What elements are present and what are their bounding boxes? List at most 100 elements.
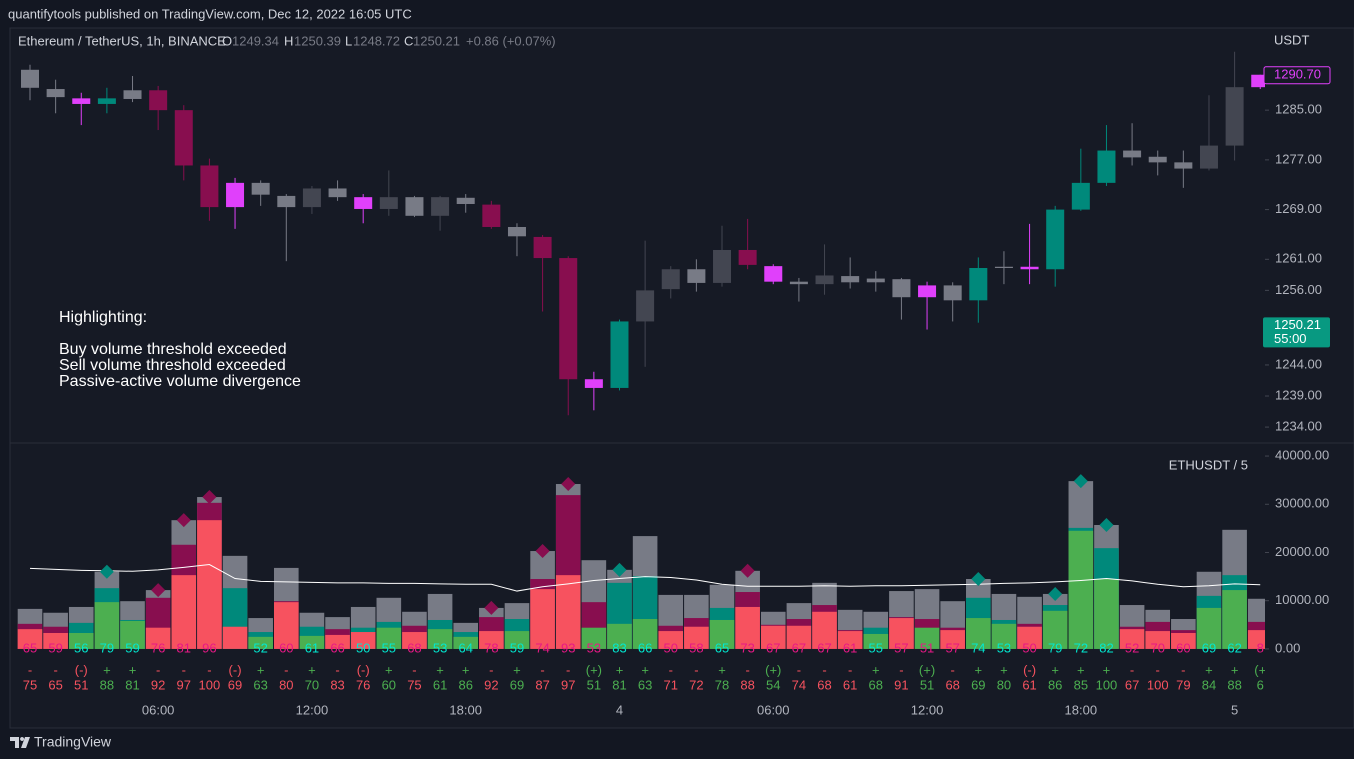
candle-body — [123, 90, 142, 99]
sign: - — [335, 662, 339, 677]
candle-body — [610, 321, 629, 388]
y-tick-label: 1234.00 — [1275, 419, 1322, 434]
row2-value: 86 — [1048, 677, 1062, 692]
volume-bar — [812, 611, 837, 649]
x-tick-label: 4 — [616, 702, 623, 717]
y-tick-label: 20000.00 — [1275, 544, 1329, 559]
row1-value: 60 — [1176, 640, 1190, 655]
row1-value: 53 — [587, 640, 601, 655]
candle-body — [277, 195, 296, 208]
row2-value: 83 — [330, 677, 344, 692]
row2-value: 91 — [894, 677, 908, 692]
volume-bar — [120, 620, 145, 649]
row1-value: 82 — [1099, 640, 1113, 655]
candle-body — [174, 110, 193, 166]
row2-value: 69 — [971, 677, 985, 692]
row2-value: 84 — [1202, 677, 1216, 692]
row2-value: 86 — [458, 677, 472, 692]
row2-value: 68 — [817, 677, 831, 692]
y-tick-label: 40000.00 — [1275, 447, 1329, 462]
row1-value: 50 — [664, 640, 678, 655]
candle-body — [789, 281, 808, 285]
volume-rows: 65-7559-6556(-)5179+8859+8176-9281-9796-… — [23, 640, 1266, 692]
threshold-diamond — [612, 562, 627, 577]
row2-value: 65 — [48, 677, 62, 692]
candle-body — [354, 197, 373, 209]
candle-body — [969, 268, 988, 301]
row1-value: 59 — [125, 640, 139, 655]
moving-average — [29, 564, 1261, 592]
sign: (+) — [765, 662, 781, 677]
row1-value: 67 — [766, 640, 780, 655]
threshold-diamond — [535, 544, 550, 559]
candle-body — [764, 266, 783, 282]
y-tick-label: 1244.00 — [1275, 356, 1322, 371]
row1-value: 65 — [23, 640, 37, 655]
candle-body — [456, 197, 475, 204]
sign: + — [1103, 662, 1111, 677]
volume-bar — [1247, 630, 1265, 649]
candle-body — [1071, 182, 1090, 210]
volume-bar — [197, 520, 222, 649]
volume-bar — [966, 618, 991, 649]
row2-value: 51 — [920, 677, 934, 692]
volume-bar — [171, 575, 197, 649]
volume-bar — [402, 632, 427, 649]
volume-bar — [837, 631, 863, 649]
row2-value: 61 — [1022, 677, 1036, 692]
row2-value: 63 — [638, 677, 652, 692]
sign: - — [156, 662, 160, 677]
volume-bar — [479, 631, 504, 649]
candle-body — [994, 266, 1013, 269]
price-pane — [21, 51, 1265, 416]
row1-value: 52 — [1125, 640, 1139, 655]
o-value: 1249.34 — [232, 33, 279, 48]
threshold-diamond — [1048, 586, 1063, 601]
sign: - — [1156, 662, 1160, 677]
row2-value: 78 — [715, 677, 729, 692]
candle-body — [636, 290, 655, 322]
threshold-diamond — [176, 513, 191, 528]
volume-bar — [350, 632, 376, 649]
row2-value: 75 — [407, 677, 421, 692]
row1-value: 79 — [1048, 640, 1062, 655]
sign: + — [1205, 662, 1213, 677]
row1-value: 67 — [792, 640, 806, 655]
last-price-label: 1290.70 — [1274, 67, 1321, 82]
sign: (+ — [1254, 662, 1266, 677]
candle-body — [507, 226, 526, 237]
volume-bar — [1042, 610, 1068, 649]
volume-bar — [530, 589, 555, 649]
candle-body — [815, 275, 834, 285]
row2-value: 6 — [1257, 677, 1264, 692]
candle-body — [533, 236, 552, 259]
row2-value: 100 — [1096, 677, 1118, 692]
candle-body — [687, 269, 706, 283]
row1-value: 60 — [279, 640, 293, 655]
h-key: H — [284, 33, 293, 48]
row2-value: 68 — [945, 677, 959, 692]
row1-value: 50 — [356, 640, 370, 655]
threshold-diamond — [484, 600, 499, 615]
volume-bar — [17, 629, 43, 649]
row1-value: 8 — [1257, 640, 1264, 655]
row2-value: 69 — [228, 677, 242, 692]
candle-body — [841, 276, 860, 283]
sign: - — [28, 662, 32, 677]
candle-body — [482, 204, 501, 227]
logo-icon — [10, 737, 30, 748]
row1-value: 72 — [1074, 640, 1088, 655]
candle-body — [149, 90, 168, 111]
candle-body — [405, 197, 424, 216]
sign: + — [385, 662, 393, 677]
row1-value: 57 — [945, 640, 959, 655]
volume-bar — [632, 619, 658, 649]
candle-body — [892, 279, 911, 298]
row1-value: 66 — [330, 640, 344, 655]
sign: (-) — [1023, 662, 1036, 677]
row2-value: 92 — [151, 677, 165, 692]
sign: - — [53, 662, 57, 677]
y-tick-label: 1277.00 — [1275, 151, 1322, 166]
candle-body — [97, 98, 116, 104]
volume-bar — [1017, 626, 1042, 649]
